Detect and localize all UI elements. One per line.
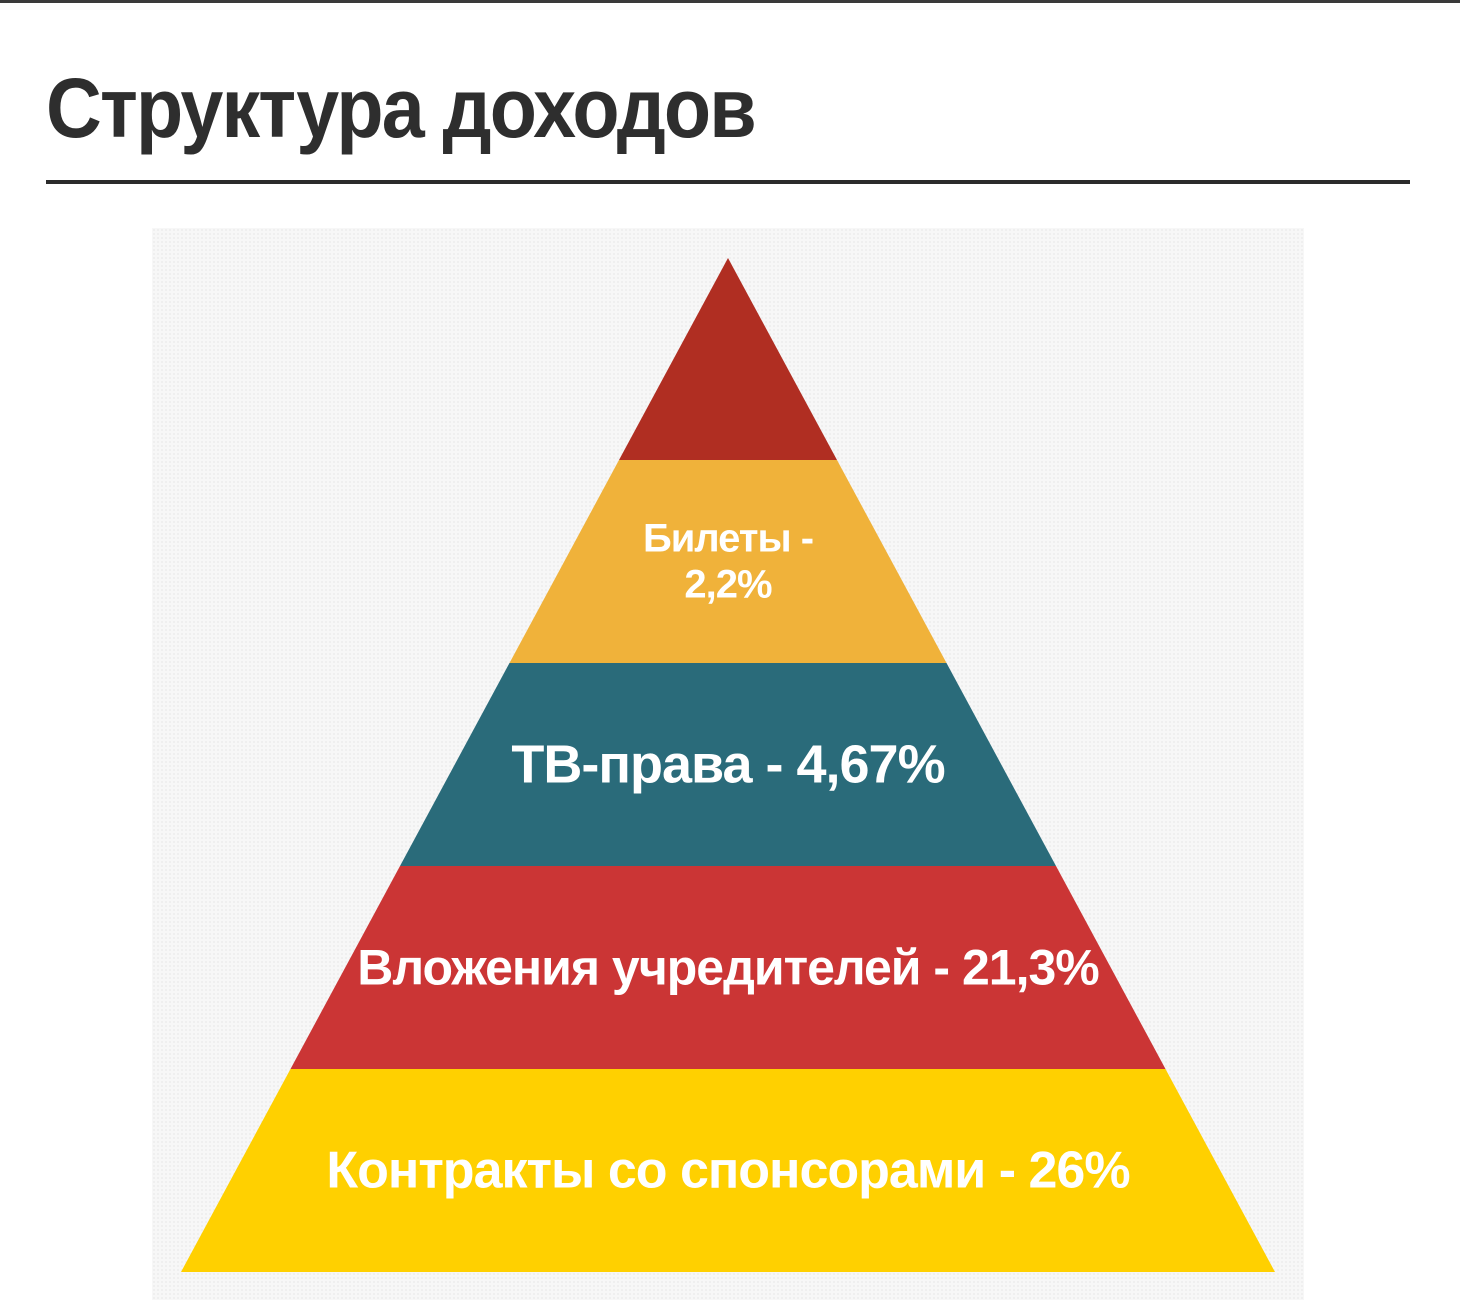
pyramid-layer-4: Вложения учредителей - 21,3%: [290, 866, 1166, 1069]
pyramid-layer-label: Билеты -: [643, 517, 813, 561]
pyramid-layer-shape: [400, 663, 1056, 866]
pyramid-layer-shape: [509, 460, 947, 663]
pyramid-layer-shape: [290, 866, 1166, 1069]
pyramid-layer-3: ТВ-права - 4,67%: [400, 663, 1056, 866]
top-rule: [0, 0, 1460, 3]
title-underline: [46, 180, 1410, 184]
pyramid-layer-shape: [181, 1069, 1275, 1272]
pyramid-layer-5: Контракты со спонсорами - 26%: [181, 1069, 1275, 1272]
pyramid-layer-label: ТВ-права - 4,67%: [511, 735, 944, 795]
pyramid-layer-1: [619, 258, 837, 460]
pyramid-layer-label: Контракты со спонсорами - 26%: [326, 1142, 1129, 1200]
pyramid-layer-shape: [619, 258, 837, 460]
pyramid-layer-2: Билеты -2,2%: [509, 460, 947, 663]
pyramid-layer-label: Вложения учредителей - 21,3%: [357, 940, 1099, 996]
pyramid-layer-label: 2,2%: [684, 563, 772, 607]
page-title: Структура доходов: [46, 61, 757, 155]
